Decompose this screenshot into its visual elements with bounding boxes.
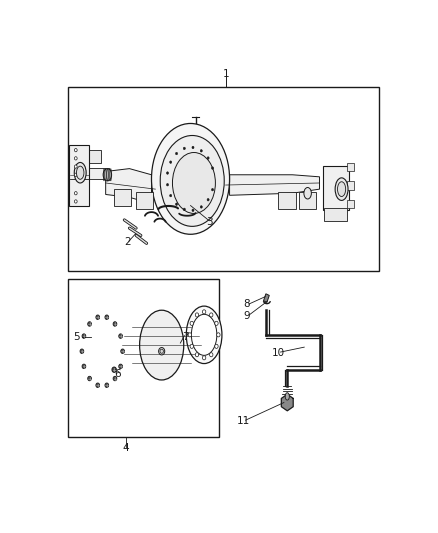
Bar <box>68 279 219 438</box>
Ellipse shape <box>88 376 92 381</box>
Ellipse shape <box>195 353 199 357</box>
Ellipse shape <box>82 364 86 369</box>
Ellipse shape <box>140 310 184 380</box>
Ellipse shape <box>202 310 206 314</box>
Ellipse shape <box>96 315 99 319</box>
Text: 2: 2 <box>124 238 131 247</box>
Ellipse shape <box>74 149 77 152</box>
Ellipse shape <box>74 163 86 183</box>
Ellipse shape <box>80 349 84 353</box>
Ellipse shape <box>215 344 218 349</box>
Ellipse shape <box>202 356 206 360</box>
Ellipse shape <box>166 172 169 174</box>
Ellipse shape <box>96 383 99 387</box>
Ellipse shape <box>74 173 77 176</box>
Ellipse shape <box>215 321 218 325</box>
Ellipse shape <box>188 333 191 337</box>
Ellipse shape <box>304 188 311 199</box>
FancyBboxPatch shape <box>324 208 347 221</box>
Text: 7: 7 <box>182 332 189 342</box>
Ellipse shape <box>285 393 290 400</box>
Ellipse shape <box>170 195 172 197</box>
Ellipse shape <box>113 376 117 381</box>
Ellipse shape <box>338 182 346 197</box>
Ellipse shape <box>105 383 109 387</box>
FancyBboxPatch shape <box>114 189 131 206</box>
Ellipse shape <box>160 135 224 227</box>
Ellipse shape <box>186 306 222 364</box>
Text: 10: 10 <box>272 348 285 358</box>
Ellipse shape <box>191 314 217 356</box>
Ellipse shape <box>173 152 215 213</box>
Ellipse shape <box>119 364 123 369</box>
Text: 3: 3 <box>206 217 212 227</box>
FancyBboxPatch shape <box>347 181 354 190</box>
FancyBboxPatch shape <box>136 191 153 209</box>
FancyBboxPatch shape <box>347 200 354 208</box>
Ellipse shape <box>74 191 77 195</box>
Ellipse shape <box>74 157 77 160</box>
Ellipse shape <box>176 152 177 155</box>
FancyBboxPatch shape <box>85 150 101 163</box>
Ellipse shape <box>112 367 117 373</box>
Ellipse shape <box>184 208 185 211</box>
Ellipse shape <box>152 124 230 235</box>
Ellipse shape <box>77 166 84 179</box>
Ellipse shape <box>74 165 77 168</box>
Text: 4: 4 <box>123 443 129 453</box>
Text: 8: 8 <box>243 299 250 309</box>
Ellipse shape <box>200 150 202 152</box>
Polygon shape <box>230 175 320 195</box>
Ellipse shape <box>335 178 348 200</box>
Ellipse shape <box>184 147 185 150</box>
Ellipse shape <box>190 344 194 349</box>
Text: 11: 11 <box>237 416 250 426</box>
Text: 9: 9 <box>243 311 250 321</box>
Bar <box>68 86 379 271</box>
Ellipse shape <box>217 333 220 337</box>
Ellipse shape <box>192 146 194 149</box>
Polygon shape <box>264 294 269 302</box>
Ellipse shape <box>160 349 163 353</box>
Text: 1: 1 <box>223 69 230 79</box>
Ellipse shape <box>209 313 213 317</box>
Ellipse shape <box>212 189 214 191</box>
Ellipse shape <box>113 322 117 326</box>
Ellipse shape <box>176 203 177 205</box>
Polygon shape <box>281 394 293 411</box>
Ellipse shape <box>200 206 202 208</box>
FancyBboxPatch shape <box>69 145 89 206</box>
Ellipse shape <box>209 353 213 357</box>
Polygon shape <box>106 168 152 204</box>
Ellipse shape <box>192 209 194 212</box>
Ellipse shape <box>105 315 109 319</box>
Ellipse shape <box>207 198 209 201</box>
Ellipse shape <box>74 200 77 203</box>
Text: 5: 5 <box>74 332 80 342</box>
Ellipse shape <box>119 334 123 338</box>
Ellipse shape <box>121 349 124 353</box>
Ellipse shape <box>82 334 86 338</box>
Ellipse shape <box>88 322 92 326</box>
FancyBboxPatch shape <box>347 163 354 171</box>
Ellipse shape <box>166 183 169 186</box>
FancyBboxPatch shape <box>322 166 349 210</box>
Text: 6: 6 <box>114 369 121 379</box>
Ellipse shape <box>159 348 165 355</box>
Ellipse shape <box>195 313 199 317</box>
FancyBboxPatch shape <box>87 168 110 179</box>
Ellipse shape <box>207 157 209 159</box>
Ellipse shape <box>170 161 172 164</box>
Ellipse shape <box>212 167 214 169</box>
Ellipse shape <box>103 168 112 181</box>
FancyBboxPatch shape <box>299 191 316 209</box>
Ellipse shape <box>190 321 194 325</box>
FancyBboxPatch shape <box>279 192 296 209</box>
